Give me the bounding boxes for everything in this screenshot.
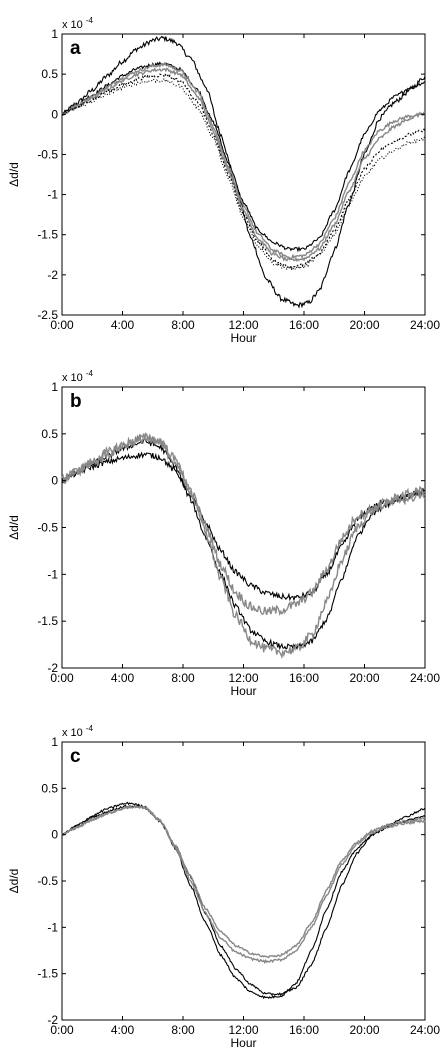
panel-a: 0:00 4:00 8:00 12:00 16:00 20:00 24:00 1 0.5 0 -0.… xyxy=(7,16,440,345)
series-line-2 xyxy=(61,61,426,253)
x-tick-label: 0:00 xyxy=(50,1023,74,1037)
x-tick-label: 4:00 xyxy=(111,1023,135,1037)
x-tick-label: 8:00 xyxy=(171,1023,195,1037)
x-tick-label: 24:00 xyxy=(410,318,440,332)
series-line-6 xyxy=(61,77,426,271)
x-tick-label: 16:00 xyxy=(289,318,319,332)
y-tick-label: 1 xyxy=(51,735,58,749)
x-tick-label: 16:00 xyxy=(289,671,319,685)
x-tick-label: 20:00 xyxy=(349,318,379,332)
x-tick-label: 24:00 xyxy=(410,671,440,685)
series-line-1 xyxy=(61,451,426,603)
y-axis-label: Δd/d xyxy=(7,515,21,540)
panel-b: 0:00 4:00 8:00 12:00 16:00 20:00 24:00 1 0.5 0 -0.… xyxy=(7,369,440,698)
y-tick-label: -2 xyxy=(47,1013,58,1027)
x-tick-label: 24:00 xyxy=(410,1023,440,1037)
y-scale-exponent: x 10 -4 xyxy=(62,369,94,384)
x-tick-label: 8:00 xyxy=(171,671,195,685)
y-tick-label: -2 xyxy=(47,661,58,675)
series-line-2 xyxy=(61,438,426,651)
y-tick-label: 0.5 xyxy=(41,781,58,795)
y-tick-label: -0.5 xyxy=(37,521,58,535)
axes-frame xyxy=(61,386,426,669)
y-tick-label: 0.5 xyxy=(41,427,58,441)
y-tick-label: -0.5 xyxy=(37,147,58,161)
x-tick-label: 12:00 xyxy=(228,1023,258,1037)
series-line-1 xyxy=(61,35,426,309)
series-line-4 xyxy=(61,67,426,263)
y-tick-label: -1 xyxy=(47,920,58,934)
x-tick-label: 12:00 xyxy=(228,318,258,332)
y-tick-label: -1 xyxy=(47,567,58,581)
y-axis-label: Δd/d xyxy=(7,162,21,187)
y-tick-label: 0 xyxy=(51,474,58,488)
axes-frame xyxy=(61,741,426,1021)
series-line-5 xyxy=(61,72,426,270)
y-tick-label: -1.5 xyxy=(37,967,58,981)
x-tick-label: 20:00 xyxy=(349,671,379,685)
series-line-4 xyxy=(61,432,426,660)
x-axis-label: Hour xyxy=(230,331,256,345)
x-tick-label: 4:00 xyxy=(111,671,135,685)
x-tick-label: 8:00 xyxy=(171,318,195,332)
series-line-3 xyxy=(61,61,426,260)
y-tick-label: 1 xyxy=(51,27,58,41)
y-tick-label: -1.5 xyxy=(37,228,58,242)
series-line-3 xyxy=(61,805,426,959)
x-tick-label: 0:00 xyxy=(50,671,74,685)
x-axis-label: Hour xyxy=(230,684,256,698)
series-line-4 xyxy=(61,805,426,965)
y-tick-label: 0.5 xyxy=(41,67,58,81)
panel-label: b xyxy=(70,391,82,412)
y-tick-label: -1 xyxy=(47,188,58,202)
series-line-1 xyxy=(61,801,426,1000)
y-tick-label: -2.5 xyxy=(37,308,58,322)
y-tick-label: 0 xyxy=(51,107,58,121)
y-scale-exponent: x 10 -4 xyxy=(62,16,94,31)
x-axis-label: Hour xyxy=(230,1036,256,1050)
x-tick-label: 16:00 xyxy=(289,1023,319,1037)
x-tick-label: 12:00 xyxy=(228,671,258,685)
y-tick-label: -2 xyxy=(47,268,58,282)
y-tick-label: 1 xyxy=(51,380,58,394)
series-line-3 xyxy=(61,433,426,617)
y-scale-exponent: x 10 -4 xyxy=(62,724,94,739)
panel-label: c xyxy=(70,746,81,767)
y-tick-label: -1.5 xyxy=(37,614,58,628)
y-tick-label: 0 xyxy=(51,828,58,842)
panel-c: 0:00 4:00 8:00 12:00 16:00 20:00 24:00 1 0.5 0 -0.… xyxy=(7,724,440,1050)
x-tick-label: 0:00 xyxy=(50,318,74,332)
axes-frame xyxy=(61,33,426,316)
panel-label: a xyxy=(70,38,81,59)
y-axis-label: Δd/d xyxy=(7,869,21,894)
x-tick-label: 4:00 xyxy=(111,318,135,332)
y-tick-label: -0.5 xyxy=(37,874,58,888)
x-tick-label: 20:00 xyxy=(349,1023,379,1037)
